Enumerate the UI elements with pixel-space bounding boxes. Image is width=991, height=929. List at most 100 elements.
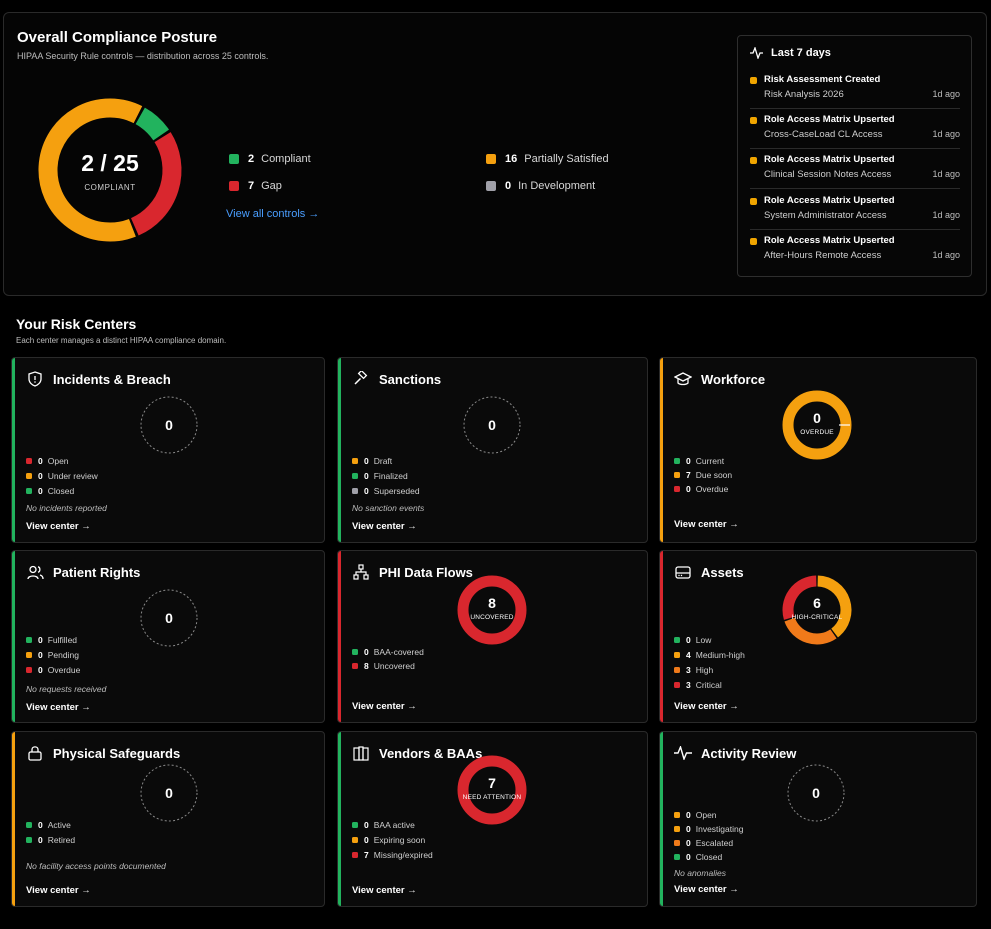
view-center-link[interactable]: View center → xyxy=(674,701,739,712)
status-dot xyxy=(352,852,358,858)
stat-row: 0 Closed xyxy=(26,486,74,496)
status-dot xyxy=(352,649,358,655)
activity-title: Role Access Matrix Upserted xyxy=(764,154,895,165)
stat-row: 0 Fulfilled xyxy=(26,635,77,645)
activity-item[interactable]: Role Access Matrix Upserted After-Hours R… xyxy=(750,235,960,271)
activity-dot xyxy=(750,198,757,205)
activity-item[interactable]: Role Access Matrix Upserted Clinical Sess… xyxy=(750,154,960,190)
card-header: Patient Rights xyxy=(26,563,140,581)
stat-row: 0 Closed xyxy=(674,852,722,862)
status-dot xyxy=(352,488,358,494)
posture-title: Overall Compliance Posture xyxy=(17,29,218,46)
stat-row: 4 Medium-high xyxy=(674,650,745,660)
status-dot xyxy=(352,663,358,669)
gauge-label: OVERDUE xyxy=(800,429,834,436)
risk-center-card-sanctions[interactable]: Sanctions 0 0 Draft 0 Finalized 0 Superseded No … xyxy=(337,357,648,543)
graduation-cap-icon xyxy=(674,370,692,388)
card-accent xyxy=(338,551,341,722)
legend-partially-satisfied: 16 Partially Satisfied xyxy=(486,153,609,165)
card-accent xyxy=(660,732,663,906)
gauge-value: 0 xyxy=(813,410,821,426)
status-dot xyxy=(26,473,32,479)
activity-title: Role Access Matrix Upserted xyxy=(764,235,895,246)
status-dot xyxy=(674,458,680,464)
card-title: Assets xyxy=(701,564,744,580)
activity-time: 1d ago xyxy=(932,169,960,179)
risk-center-card-incidents-breach[interactable]: Incidents & Breach 0 0 Open 0 Under review 0 Cl… xyxy=(11,357,325,543)
card-gauge xyxy=(140,589,198,647)
view-center-link[interactable]: View center → xyxy=(26,702,91,713)
status-dot xyxy=(352,473,358,479)
risk-center-card-activity-review[interactable]: Activity Review 0 0 Open 0 Investigating 0 Esca… xyxy=(659,731,977,907)
activity-item[interactable]: Role Access Matrix Upserted System Admini… xyxy=(750,195,960,231)
view-center-link[interactable]: View center → xyxy=(674,884,739,895)
activity-divider xyxy=(750,148,960,149)
gauge-label: HIGH-CRITICAL xyxy=(791,614,843,621)
risk-center-card-assets[interactable]: Assets 6 HIGH-CRITICAL 0 Low 4 Medium-high 3 Hig… xyxy=(659,550,977,723)
risk-centers-title: Your Risk Centers xyxy=(16,316,137,332)
card-header: Assets xyxy=(674,563,744,581)
donut-value: 2 / 25 xyxy=(81,150,139,176)
activity-dot xyxy=(750,157,757,164)
status-dot xyxy=(674,472,680,478)
card-title: PHI Data Flows xyxy=(379,564,473,580)
activity-dot xyxy=(750,77,757,84)
stat-row: 0 Open xyxy=(26,456,69,466)
status-dot xyxy=(26,837,32,843)
card-header: Activity Review xyxy=(674,744,796,762)
activity-detail: After-Hours Remote Access xyxy=(764,250,882,261)
card-gauge xyxy=(782,390,852,460)
posture-subtitle: HIPAA Security Rule controls — distribut… xyxy=(17,51,269,61)
status-dot xyxy=(26,652,32,658)
stat-row: 7 Due soon xyxy=(674,470,732,480)
gauge-value: 0 xyxy=(165,417,173,433)
view-center-link[interactable]: View center → xyxy=(352,521,417,532)
view-all-controls-link[interactable]: View all controls → xyxy=(226,208,320,220)
view-center-link[interactable]: View center → xyxy=(352,885,417,896)
empty-note: No anomalies xyxy=(674,868,726,878)
status-dot xyxy=(674,486,680,492)
gauge-value: 0 xyxy=(165,785,173,801)
activity-title: Role Access Matrix Upserted xyxy=(764,195,895,206)
recent-activity-panel: Last 7 days Risk Assessment Created Risk … xyxy=(737,35,972,277)
stat-row: 0 Superseded xyxy=(352,486,420,496)
view-center-link[interactable]: View center → xyxy=(26,885,91,896)
activity-item[interactable]: Role Access Matrix Upserted Cross-CaseLoa… xyxy=(750,114,960,150)
card-title: Physical Safeguards xyxy=(53,745,181,761)
risk-center-card-physical-safeguards[interactable]: Physical Safeguards 0 0 Active 0 Retired No fa… xyxy=(11,731,325,907)
risk-center-card-workforce[interactable]: Workforce 0 OVERDUE 0 Current 7 Due soon 0 Overd… xyxy=(659,357,977,543)
donut-segment-partially-satisfied xyxy=(38,98,143,242)
legend-swatch xyxy=(229,181,239,191)
stat-row: 3 High xyxy=(674,665,713,675)
card-title: Incidents & Breach xyxy=(53,371,171,387)
card-title: Activity Review xyxy=(701,745,797,761)
activity-item[interactable]: Risk Assessment Created Risk Analysis 202… xyxy=(750,74,960,110)
gauge-value: 0 xyxy=(488,417,496,433)
activity-time: 1d ago xyxy=(932,129,960,139)
gavel-icon xyxy=(352,370,370,388)
stat-row: 0 Draft xyxy=(352,456,392,466)
legend-swatch xyxy=(229,154,239,164)
empty-note: No incidents reported xyxy=(26,503,107,513)
card-gauge xyxy=(140,396,198,454)
card-gauge xyxy=(787,764,845,822)
gauge-value: 8 xyxy=(488,595,496,611)
risk-center-card-vendors-baas[interactable]: Vendors & BAAs 7 NEED ATTENTION 0 BAA active… xyxy=(337,731,648,907)
card-accent xyxy=(12,358,15,542)
status-dot xyxy=(26,822,32,828)
network-icon xyxy=(352,563,370,581)
card-accent xyxy=(12,551,15,722)
risk-center-card-phi-data-flows[interactable]: PHI Data Flows 8 UNCOVERED 0 BAA-covered 8 Unc… xyxy=(337,550,648,723)
gauge-label: NEED ATTENTION xyxy=(462,794,522,801)
view-center-link[interactable]: View center → xyxy=(26,521,91,532)
view-center-link[interactable]: View center → xyxy=(674,519,739,530)
card-gauge xyxy=(457,755,527,825)
shield-alert-icon xyxy=(26,370,44,388)
status-dot xyxy=(674,826,680,832)
card-header: Workforce xyxy=(674,370,765,388)
activity-title: Role Access Matrix Upserted xyxy=(764,114,895,125)
activity-time: 1d ago xyxy=(932,250,960,260)
view-center-link[interactable]: View center → xyxy=(352,701,417,712)
risk-center-card-patient-rights[interactable]: Patient Rights 0 0 Fulfilled 0 Pending 0 Overdu… xyxy=(11,550,325,723)
card-header: PHI Data Flows xyxy=(352,563,473,581)
